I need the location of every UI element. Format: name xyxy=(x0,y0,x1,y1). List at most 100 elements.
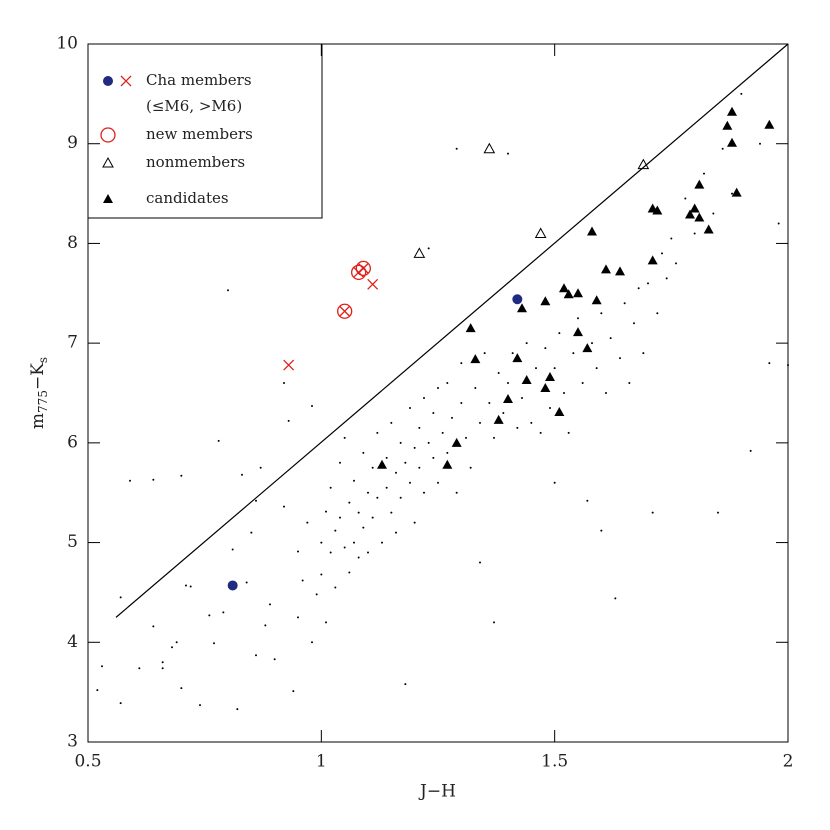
point xyxy=(367,491,369,494)
point xyxy=(442,459,453,469)
point xyxy=(675,262,677,265)
point xyxy=(446,382,449,385)
point xyxy=(337,303,353,319)
point xyxy=(554,406,565,416)
point xyxy=(227,289,229,292)
point xyxy=(329,551,332,554)
point xyxy=(549,406,551,409)
point xyxy=(591,342,593,345)
point xyxy=(446,451,449,454)
point xyxy=(441,431,444,434)
point xyxy=(493,414,504,424)
point xyxy=(301,579,304,582)
point xyxy=(516,426,519,429)
point xyxy=(759,142,761,145)
point xyxy=(100,127,116,143)
point xyxy=(427,247,430,250)
point xyxy=(432,456,435,459)
point xyxy=(545,372,555,382)
point xyxy=(591,295,602,305)
point xyxy=(311,641,313,644)
point xyxy=(689,203,700,213)
point xyxy=(470,354,481,364)
point xyxy=(661,252,663,255)
point xyxy=(777,222,780,225)
y-tick-label: 9 xyxy=(67,133,78,153)
point xyxy=(357,511,360,514)
point xyxy=(731,192,733,195)
point xyxy=(180,474,183,477)
point xyxy=(694,179,705,189)
point xyxy=(161,661,164,664)
legend-box xyxy=(87,43,323,219)
point xyxy=(684,197,687,200)
point xyxy=(103,76,113,86)
point xyxy=(96,689,99,692)
point xyxy=(102,156,114,168)
point xyxy=(404,461,407,464)
x-axis-label: J−H xyxy=(418,782,456,802)
point xyxy=(768,362,771,365)
y-tick-label: 5 xyxy=(67,532,78,552)
point xyxy=(712,212,715,215)
y-tick-label: 3 xyxy=(67,732,78,752)
point xyxy=(559,283,569,293)
point xyxy=(119,702,122,705)
point xyxy=(353,479,355,482)
point xyxy=(101,665,103,668)
point xyxy=(325,621,327,624)
point xyxy=(404,683,407,686)
point xyxy=(161,667,164,670)
legend-label: new members xyxy=(146,125,253,143)
point xyxy=(217,439,220,442)
point xyxy=(722,120,733,130)
point xyxy=(339,461,341,464)
point xyxy=(600,312,603,315)
point xyxy=(348,501,351,504)
point xyxy=(377,459,387,469)
point xyxy=(351,264,367,280)
point xyxy=(171,646,173,649)
point xyxy=(259,466,262,469)
point xyxy=(334,586,337,589)
legend-label: nonmembers xyxy=(146,153,245,171)
y-label-part: s xyxy=(36,357,50,363)
point xyxy=(213,642,215,645)
point xyxy=(493,621,495,624)
point xyxy=(129,479,131,482)
point xyxy=(727,106,737,116)
point xyxy=(283,359,295,371)
point xyxy=(283,505,285,508)
point xyxy=(390,511,393,514)
y-axis-label: m775−Ks xyxy=(28,357,50,429)
point xyxy=(535,367,537,370)
y-tick-label: 10 xyxy=(56,34,78,54)
point xyxy=(362,526,365,529)
x-tick-label: 0.5 xyxy=(74,752,101,772)
point xyxy=(390,421,393,424)
point xyxy=(287,419,290,422)
point xyxy=(628,382,631,385)
point xyxy=(521,396,523,399)
legend-label: candidates xyxy=(146,189,229,207)
point xyxy=(320,541,323,544)
point xyxy=(231,548,234,551)
point xyxy=(601,264,611,274)
point xyxy=(241,473,243,476)
point xyxy=(479,561,481,564)
legend: Cha members (≤M6, >M6) new members nonmembe… xyxy=(100,71,253,207)
point xyxy=(437,387,439,390)
point xyxy=(413,521,416,524)
point xyxy=(647,282,649,285)
point xyxy=(334,529,337,532)
point xyxy=(423,491,425,494)
plot-frame xyxy=(87,43,789,743)
point xyxy=(339,516,341,519)
point xyxy=(306,521,309,524)
point xyxy=(357,262,369,274)
point xyxy=(493,436,495,439)
point xyxy=(572,352,575,355)
point xyxy=(727,137,737,147)
point xyxy=(245,581,248,584)
point xyxy=(474,387,477,390)
